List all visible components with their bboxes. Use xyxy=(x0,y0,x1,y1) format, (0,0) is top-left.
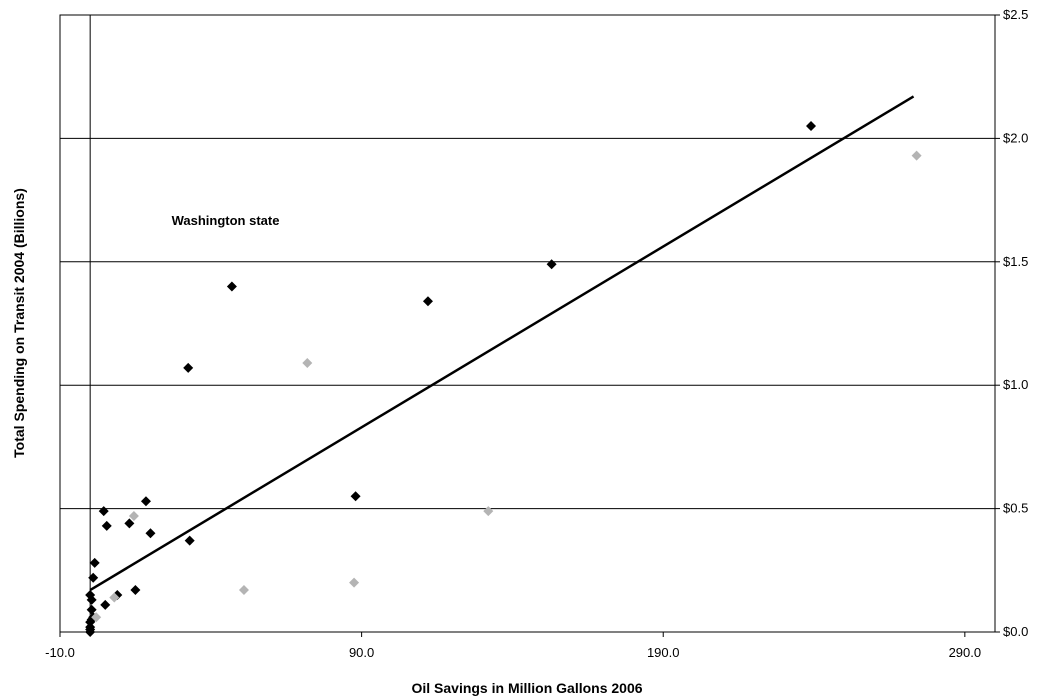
data-point-black xyxy=(85,589,96,600)
data-point-gray xyxy=(349,577,360,588)
x-tick-label: 90.0 xyxy=(349,645,374,660)
data-point-black xyxy=(546,259,557,270)
data-point-black xyxy=(140,496,151,507)
y-axis-ticks: $0.0 $0.5 $1.0 $1.5 $2.0 $2.5 xyxy=(995,7,1028,639)
y-tick-label: $1.0 xyxy=(1003,377,1028,392)
data-point-black xyxy=(130,585,141,596)
data-point-black xyxy=(88,572,99,583)
annotations: Washington state xyxy=(172,213,280,228)
x-tick-label: 290.0 xyxy=(949,645,982,660)
data-point-gray xyxy=(302,357,313,368)
data-point-black xyxy=(101,520,112,531)
plot-area-frame xyxy=(59,14,996,633)
y-tick-label: $2.0 xyxy=(1003,130,1028,145)
data-point-black xyxy=(145,528,156,539)
gridlines xyxy=(60,137,995,510)
data-points xyxy=(85,121,922,637)
y-tick-label: $2.5 xyxy=(1003,7,1028,22)
data-point-gray xyxy=(483,506,494,517)
y-tick-label: $0.5 xyxy=(1003,501,1028,516)
data-point-black xyxy=(350,491,361,502)
data-point-black xyxy=(184,535,195,546)
data-point-gray xyxy=(128,511,139,522)
data-point-black xyxy=(89,557,100,568)
y-tick-label: $1.5 xyxy=(1003,254,1028,269)
data-point-black xyxy=(86,604,97,615)
data-point-gray xyxy=(911,150,922,161)
data-point-black xyxy=(226,281,237,292)
data-point-black xyxy=(100,599,111,610)
data-point-black xyxy=(806,121,817,132)
data-point-black xyxy=(422,296,433,307)
data-point-gray xyxy=(238,585,249,596)
data-point-black xyxy=(183,362,194,373)
y-tick-label: $0.0 xyxy=(1003,624,1028,639)
data-point-gray xyxy=(109,592,120,603)
x-tick-label: -10.0 xyxy=(45,645,75,660)
y-axis-title: Total Spending on Transit 2004 (Billions… xyxy=(11,188,27,458)
annotation-label: Washington state xyxy=(172,213,280,228)
data-point-black xyxy=(124,518,135,529)
x-axis-title: Oil Savings in Million Gallons 2006 xyxy=(411,680,642,696)
x-tick-label: 190.0 xyxy=(647,645,680,660)
data-point-black xyxy=(98,506,109,517)
x-axis-ticks: -10.0 90.0 190.0 290.0 xyxy=(45,632,981,660)
data-point-gray xyxy=(91,612,102,623)
trendline xyxy=(89,95,915,592)
trendline-group xyxy=(89,95,915,592)
